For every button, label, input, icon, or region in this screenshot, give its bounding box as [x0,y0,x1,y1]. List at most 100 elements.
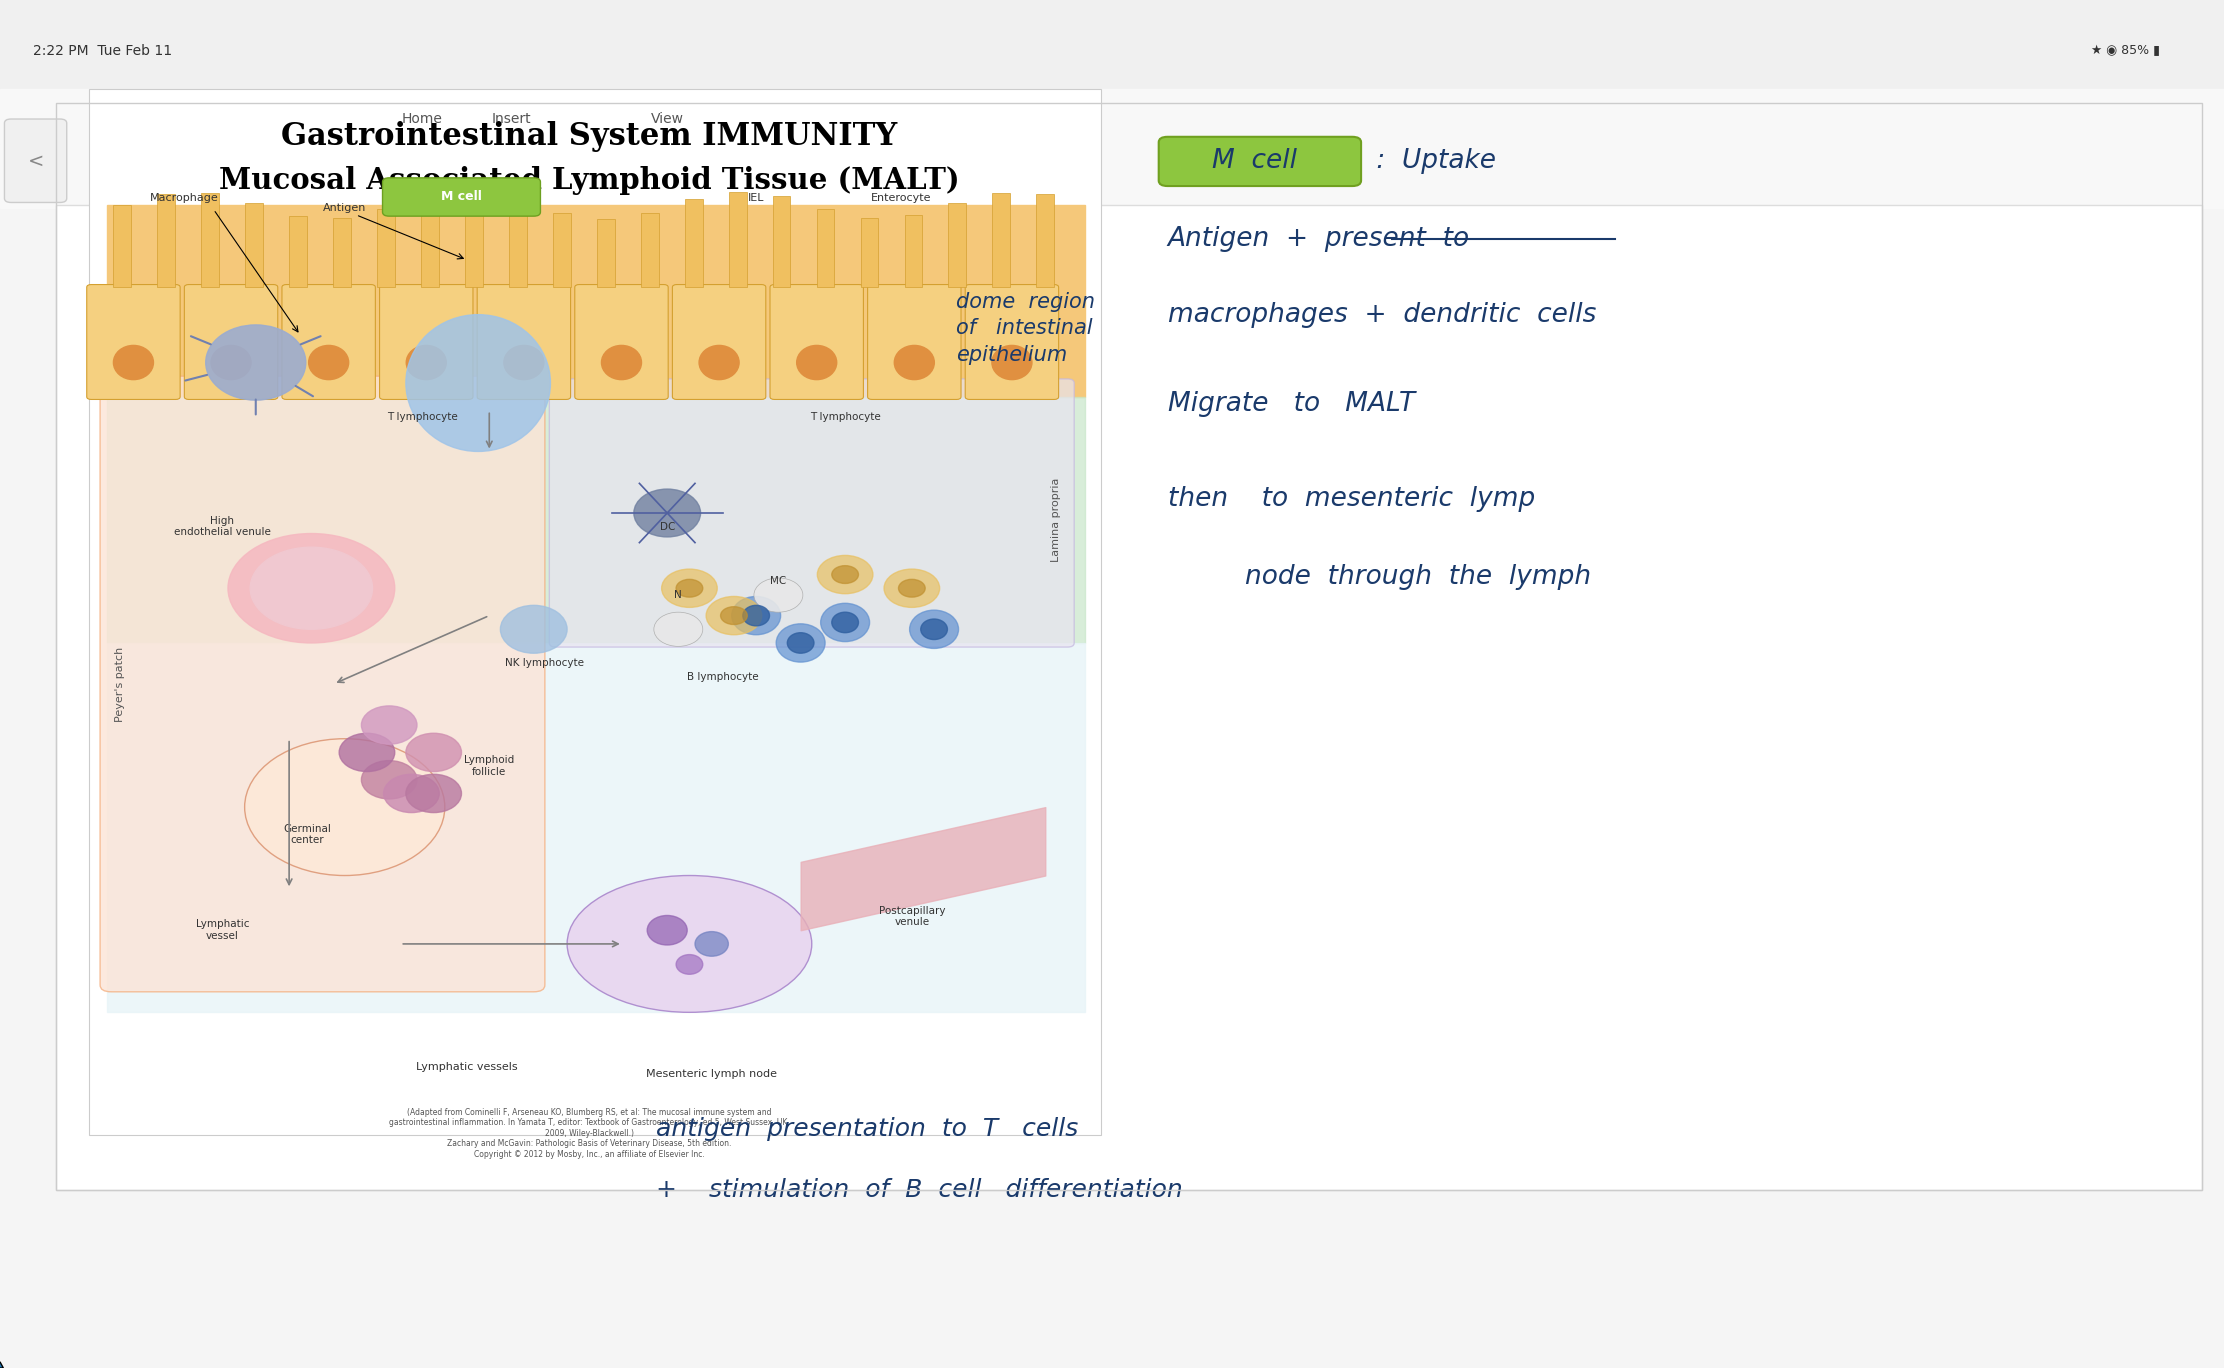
Bar [596,219,614,287]
Ellipse shape [211,346,251,380]
Ellipse shape [405,315,552,451]
Text: High
endothelial venule: High endothelial venule [173,516,271,538]
Text: node  through  the  lymph: node through the lymph [1245,564,1592,591]
Text: MC: MC [770,576,787,587]
Text: Home: Home [403,112,443,126]
Ellipse shape [732,596,781,635]
Bar [1036,194,1054,287]
Bar [245,204,262,287]
Ellipse shape [818,555,874,594]
Ellipse shape [207,326,307,399]
Ellipse shape [647,915,687,945]
Text: :  Uptake: : Uptake [1368,148,1497,175]
Ellipse shape [898,580,925,598]
Ellipse shape [567,876,812,1012]
Bar [202,193,220,287]
Bar [509,200,527,287]
Text: dome  region
of   intestinal
epithelium: dome region of intestinal epithelium [956,291,1094,365]
Ellipse shape [698,346,738,380]
Text: antigen  presentation  to  T   cells: antigen presentation to T cells [656,1116,1079,1141]
Text: Insert: Insert [492,112,532,126]
Ellipse shape [309,346,349,380]
Ellipse shape [754,579,803,613]
Text: B lymphocyte: B lymphocyte [687,672,758,683]
Text: T lymphocyte: T lymphocyte [810,412,881,423]
Text: Lymphoid
follicle: Lymphoid follicle [465,755,514,777]
Text: View: View [652,112,683,126]
Text: Germinal
center: Germinal center [282,824,331,845]
Text: Postcapillary
venule: Postcapillary venule [878,906,945,928]
Ellipse shape [832,613,858,632]
Ellipse shape [407,346,447,380]
FancyArrow shape [0,1363,4,1368]
Text: Migrate   to   MALT: Migrate to MALT [1168,390,1414,417]
Bar [554,212,572,287]
FancyBboxPatch shape [383,178,540,216]
FancyBboxPatch shape [185,285,278,399]
Ellipse shape [505,346,545,380]
FancyBboxPatch shape [516,93,661,145]
Ellipse shape [921,618,947,640]
Text: ★ ◉ 85% ▮: ★ ◉ 85% ▮ [2091,44,2160,57]
Text: Antigen: Antigen [322,202,367,213]
Text: +    stimulation  of  B  cell   differentiation: + stimulation of B cell differentiation [656,1178,1183,1202]
Text: M  cell: M cell [1212,148,1297,175]
Text: Draw: Draw [572,112,607,126]
Ellipse shape [113,346,153,380]
Bar [0,144,2224,208]
Text: macrophages  +  dendritic  cells: macrophages + dendritic cells [1168,301,1597,328]
Text: Antigen  +  present  to: Antigen + present to [1168,226,1470,253]
FancyBboxPatch shape [770,285,863,399]
Bar [0,0,2224,89]
Ellipse shape [405,774,463,813]
Bar [641,212,658,287]
Ellipse shape [832,566,858,584]
Ellipse shape [992,346,1032,380]
Bar [420,196,438,287]
Bar [861,219,878,287]
Bar [107,643,1085,1012]
Ellipse shape [340,733,396,772]
Text: <: < [27,152,44,171]
Ellipse shape [500,605,567,654]
Text: M cell: M cell [440,190,483,204]
Ellipse shape [600,346,641,380]
Ellipse shape [796,346,836,380]
Bar [113,205,131,287]
Bar [772,196,790,287]
Text: Lamina propria: Lamina propria [1052,477,1061,562]
Ellipse shape [894,346,934,380]
Ellipse shape [707,596,761,635]
Ellipse shape [885,569,939,607]
Text: Enterocyte: Enterocyte [870,193,932,204]
Ellipse shape [776,624,825,662]
Text: N: N [674,590,683,601]
Ellipse shape [405,733,463,772]
Ellipse shape [910,610,959,648]
FancyBboxPatch shape [478,285,572,399]
Bar [992,193,1010,287]
FancyBboxPatch shape [4,119,67,202]
Ellipse shape [654,613,703,647]
Text: Torrey @ School: Torrey @ School [107,111,229,127]
Bar [947,204,965,287]
Bar [89,89,1101,1135]
FancyBboxPatch shape [867,285,961,399]
Ellipse shape [634,490,701,538]
Bar [334,219,351,287]
Ellipse shape [721,606,747,624]
Bar [465,192,483,287]
FancyBboxPatch shape [380,285,474,399]
Text: Mucosal Associated Lymphoid Tissue (MALT): Mucosal Associated Lymphoid Tissue (MALT… [218,166,961,196]
FancyBboxPatch shape [549,379,1074,647]
Ellipse shape [251,547,374,629]
Text: 2:22 PM  Tue Feb 11: 2:22 PM Tue Feb 11 [33,44,173,57]
Bar [378,209,396,287]
Bar [729,192,747,287]
Ellipse shape [229,534,396,643]
Ellipse shape [676,580,703,598]
Text: NK lymphocyte: NK lymphocyte [505,658,585,669]
Text: then    to  mesenteric  lymp: then to mesenteric lymp [1168,486,1535,513]
FancyBboxPatch shape [672,285,765,399]
Ellipse shape [385,774,440,813]
